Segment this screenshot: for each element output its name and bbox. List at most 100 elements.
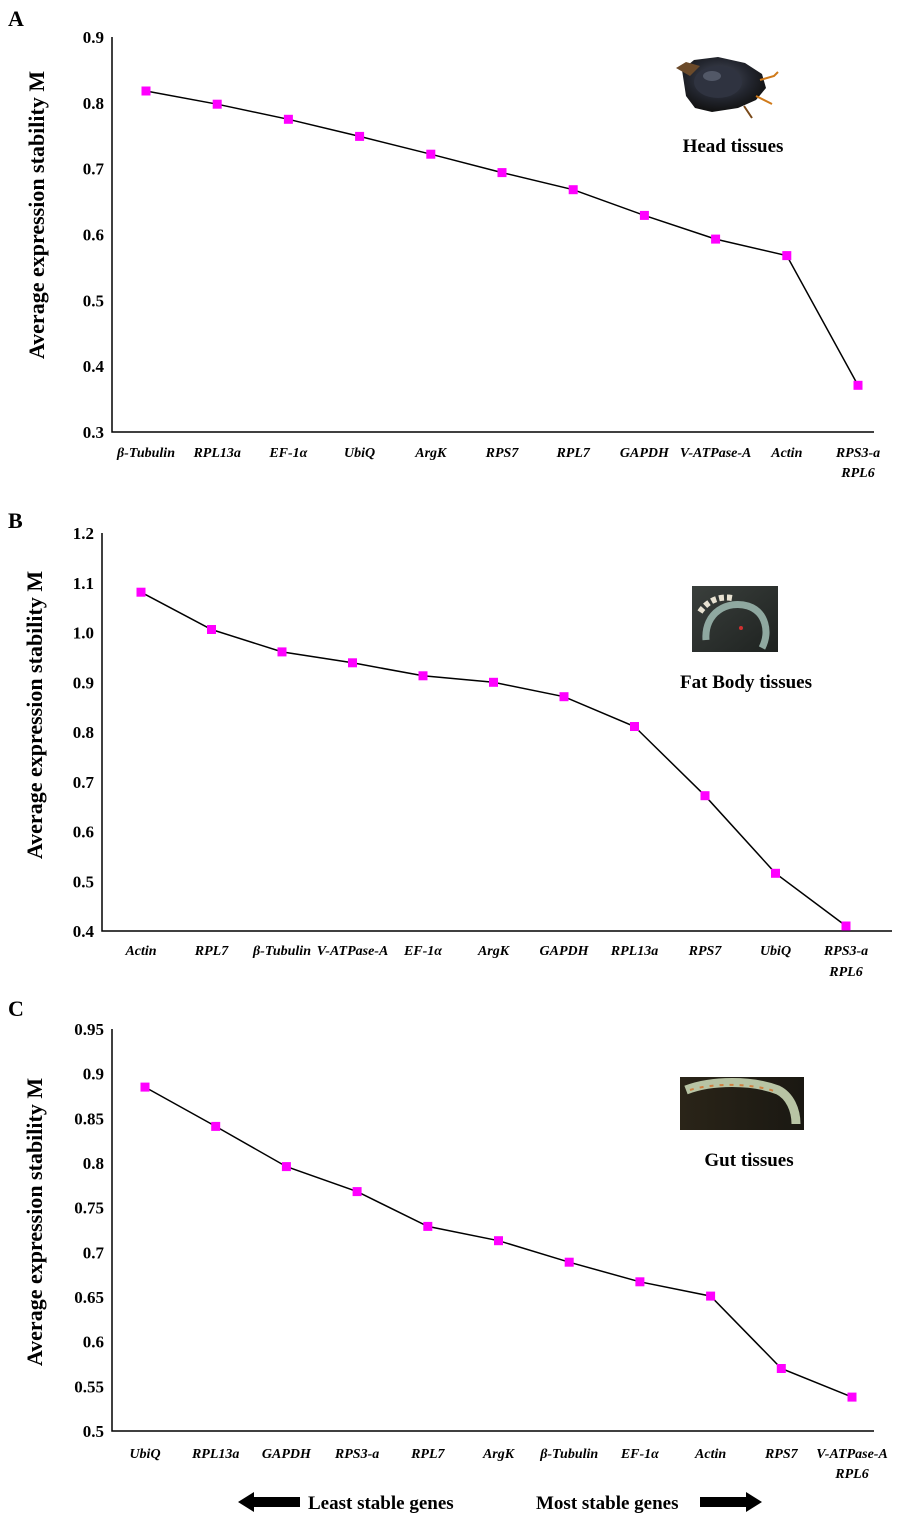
data-point xyxy=(559,692,569,702)
data-point xyxy=(639,210,649,220)
y-tick-label: 0.6 xyxy=(83,226,104,245)
x-tick-label: EF-1α xyxy=(268,446,307,461)
y-tick-label: 1.2 xyxy=(73,524,94,543)
data-point xyxy=(497,168,507,178)
axis-frame xyxy=(111,37,874,433)
x-tick-label: UbiQ xyxy=(344,446,375,461)
x-tick-label: RPS3-a xyxy=(835,446,880,461)
data-point xyxy=(418,671,428,681)
data-point xyxy=(853,380,863,390)
data-point xyxy=(782,251,792,261)
x-tick-label: RPL6 xyxy=(840,466,874,481)
x-tick-labels: UbiQ RPL13a GAPDH RPS3-a RPL7 ArgK β-Tubulin EF… xyxy=(129,1447,887,1482)
data-point xyxy=(564,1257,574,1267)
data-point xyxy=(207,625,216,634)
data-point xyxy=(281,1162,291,1172)
data-point xyxy=(568,185,578,195)
beetle-head-image xyxy=(676,57,779,119)
data-point xyxy=(489,677,498,687)
axis-frame xyxy=(111,1029,874,1432)
data-point xyxy=(494,1236,503,1246)
data-point xyxy=(711,234,721,244)
panel-b: B Average expression stability M 0.40.50… xyxy=(8,508,892,980)
x-tick-label: Actin xyxy=(770,446,802,461)
y-tick-label: 1.0 xyxy=(73,624,94,643)
x-tick-label: RPS3-a xyxy=(823,944,868,959)
x-tick-label: V-ATPase-A xyxy=(680,446,752,461)
y-tick-label: 0.6 xyxy=(73,823,94,842)
x-tick-label: RPS7 xyxy=(764,1447,799,1462)
y-axis-label: Average expression stability M xyxy=(22,1078,47,1366)
x-tick-label: GAPDH xyxy=(620,446,670,461)
x-tick-label: Actin xyxy=(124,944,156,959)
data-point xyxy=(277,647,287,657)
least-stable-label: Least stable genes xyxy=(308,1493,454,1513)
y-axis-label: Average expression stability M xyxy=(24,71,49,359)
data-point xyxy=(136,587,146,597)
x-tick-label: RPL13a xyxy=(610,944,658,959)
y-tick-label: 0.85 xyxy=(74,1109,104,1128)
x-tick-label: RPL13a xyxy=(191,1447,239,1462)
data-point xyxy=(771,868,780,878)
data-points xyxy=(140,1082,857,1402)
x-tick-label: ArgK xyxy=(477,944,511,959)
x-tick-label: UbiQ xyxy=(760,944,791,959)
y-tick-labels: 0.5 0.55 0.6 0.65 0.7 0.75 0.8 0.85 0.9 0.95 xyxy=(74,1020,104,1441)
panel-letter: C xyxy=(8,996,24,1021)
data-point xyxy=(348,658,357,668)
y-tick-label: 0.8 xyxy=(83,1154,104,1173)
y-tick-label: 0.6 xyxy=(83,1333,104,1352)
x-tick-label: Actin xyxy=(694,1447,726,1462)
y-tick-label: 0.5 xyxy=(73,872,94,891)
y-tick-label: 0.75 xyxy=(74,1199,104,1218)
y-tick-label: 0.7 xyxy=(83,1243,105,1262)
gut-image xyxy=(680,1077,804,1130)
y-tick-label: 0.5 xyxy=(83,291,104,310)
data-point xyxy=(140,1082,150,1092)
panel-letter: B xyxy=(8,508,23,533)
data-point xyxy=(635,1277,645,1287)
arrow-right-icon xyxy=(700,1492,762,1512)
stability-legend: Least stable genes Most stable genes xyxy=(238,1492,762,1513)
tissue-label: Head tissues xyxy=(683,136,784,157)
panel-letter: A xyxy=(8,6,24,31)
x-tick-label: RPL6 xyxy=(828,965,862,980)
tissue-label: Fat Body tissues xyxy=(680,672,812,693)
x-tick-label: RPS3-a xyxy=(334,1447,379,1462)
x-tick-label: RPL7 xyxy=(410,1447,445,1462)
y-tick-label: 0.65 xyxy=(74,1288,104,1307)
data-point xyxy=(141,86,151,96)
x-tick-label: β-Tubulin xyxy=(116,446,175,461)
data-point xyxy=(841,921,851,931)
data-point xyxy=(355,131,365,141)
y-tick-label: 0.7 xyxy=(73,773,95,792)
y-tick-label: 0.9 xyxy=(83,1065,104,1084)
x-tick-label: EF-1α xyxy=(620,1447,659,1462)
arrow-left-icon xyxy=(238,1492,300,1512)
x-tick-label: β-Tubulin xyxy=(539,1447,598,1462)
x-tick-label: V-ATPase-A xyxy=(816,1447,888,1462)
tissue-label: Gut tissues xyxy=(704,1150,793,1171)
x-tick-label: RPS7 xyxy=(485,446,520,461)
x-tick-label: GAPDH xyxy=(262,1447,312,1462)
y-tick-labels: 0.3 0.4 0.5 0.6 0.7 0.8 0.9 xyxy=(83,28,105,442)
y-tick-label: 0.7 xyxy=(83,160,105,179)
y-tick-labels: 0.4 0.5 0.6 0.7 0.8 0.9 1.0 1.1 1.2 xyxy=(73,524,95,941)
x-tick-label: RPS7 xyxy=(688,944,723,959)
x-tick-labels: β-Tubulin RPL13a EF-1α UbiQ ArgK RPS7 RPL7 GAPD… xyxy=(116,446,880,481)
data-point xyxy=(630,722,639,731)
axis-frame xyxy=(101,533,892,932)
data-point xyxy=(211,1121,221,1131)
y-tick-label: 0.4 xyxy=(83,357,105,376)
panel-a: A Average expression stability M 0.30.40… xyxy=(8,6,880,481)
y-tick-label: 0.8 xyxy=(73,723,94,742)
data-points xyxy=(141,86,863,390)
y-tick-label: 0.55 xyxy=(74,1377,104,1396)
data-point xyxy=(283,114,293,124)
y-tick-label: 1.1 xyxy=(73,574,94,593)
x-tick-label: UbiQ xyxy=(129,1447,160,1462)
x-tick-label: β-Tubulin xyxy=(252,944,311,959)
x-tick-label: RPL7 xyxy=(555,446,590,461)
data-point xyxy=(700,791,710,801)
x-tick-label: GAPDH xyxy=(540,944,590,959)
